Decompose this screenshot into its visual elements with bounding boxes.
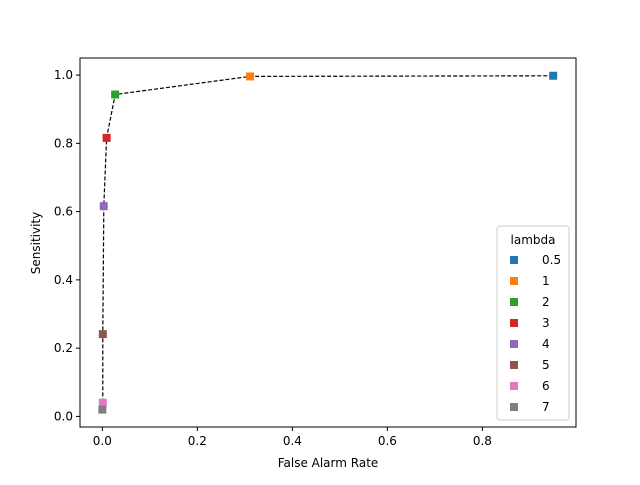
x-tick-layer: 0.0 0.2 0.4 0.6 0.8 <box>93 427 492 448</box>
legend-entries: 0.5 1 2 3 4 5 6 7 <box>510 253 561 414</box>
legend-marker <box>510 277 518 285</box>
x-tick-label: 0.8 <box>473 434 492 448</box>
legend-label: 6 <box>542 379 550 393</box>
y-tick-label: 0.6 <box>54 205 73 219</box>
legend-marker <box>510 361 518 369</box>
x-tick-label: 0.4 <box>283 434 302 448</box>
legend-label: 7 <box>542 400 550 414</box>
y-tick-layer: 0.0 0.2 0.4 0.6 0.8 1.0 <box>54 68 80 423</box>
marker-lambda-5 <box>98 330 107 339</box>
legend: lambda 0.5 1 2 3 4 5 6 7 <box>496 225 570 421</box>
y-tick-label: 1.0 <box>54 68 73 82</box>
x-tick-label: 0.6 <box>378 434 397 448</box>
legend-marker <box>510 256 518 264</box>
legend-title: lambda <box>511 233 556 247</box>
marker-layer <box>98 71 558 414</box>
connecting-line-layer <box>101 75 554 410</box>
roc-dashed-line <box>101 75 554 410</box>
y-tick-label: 0.4 <box>54 273 73 287</box>
marker-lambda-7 <box>98 405 107 414</box>
legend-marker <box>510 298 518 306</box>
legend-label: 1 <box>542 274 550 288</box>
legend-label: 4 <box>542 337 550 351</box>
marker-lambda-2 <box>111 90 120 99</box>
legend-label: 3 <box>542 316 550 330</box>
x-axis-label: False Alarm Rate <box>278 456 379 470</box>
y-tick-label: 0.8 <box>54 136 73 150</box>
marker-lambda-3 <box>102 133 111 142</box>
plot-area-frame <box>79 57 577 428</box>
legend-label: 5 <box>542 358 550 372</box>
marker-lambda-6 <box>98 398 107 407</box>
legend-label: 2 <box>542 295 550 309</box>
marker-lambda-0-5 <box>549 71 558 80</box>
legend-marker <box>510 319 518 327</box>
legend-marker <box>510 403 518 411</box>
marker-lambda-1 <box>246 72 255 81</box>
y-axis-label: Sensitivity <box>29 212 43 274</box>
legend-box <box>496 225 570 421</box>
legend-marker <box>510 340 518 348</box>
y-tick-label: 0.2 <box>54 341 73 355</box>
legend-marker <box>510 382 518 390</box>
x-tick-label: 0.0 <box>93 434 112 448</box>
x-tick-label: 0.2 <box>188 434 207 448</box>
y-tick-label: 0.0 <box>54 409 73 423</box>
marker-lambda-4 <box>99 202 108 211</box>
legend-label: 0.5 <box>542 253 561 267</box>
plot-area-background <box>80 58 576 427</box>
